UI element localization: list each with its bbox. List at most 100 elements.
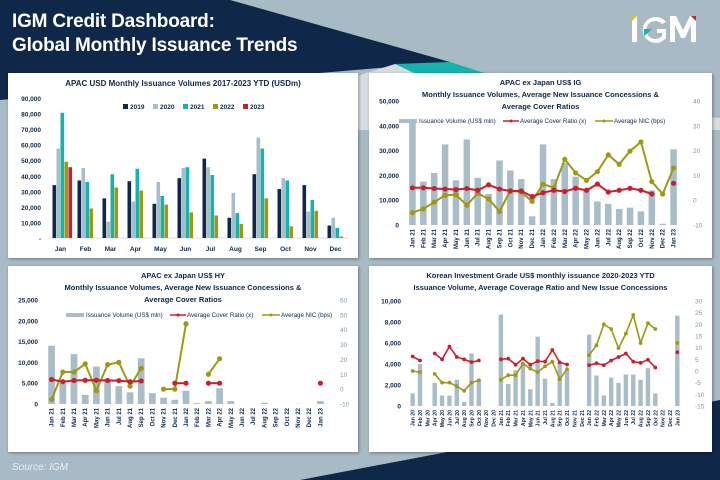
cover-ratio-point-Feb-21 <box>60 379 66 385</box>
x-tick-label: Oct 22 <box>653 410 659 426</box>
page-title-line1: IGM Credit Dashboard: <box>12 11 215 32</box>
y-tick-label: 0 <box>397 404 401 411</box>
nic-line <box>163 323 187 391</box>
bar-2019-Apr <box>127 181 132 238</box>
cover-ratio-point-Aug-22 <box>638 360 643 365</box>
legend-label-cover-ratio: Average Cover Ratio (x) <box>520 118 586 125</box>
x-tick-label: Jul 21 <box>117 407 123 425</box>
nic-point-Feb-22 <box>594 343 599 348</box>
nic-point-Jan-22 <box>540 181 546 187</box>
volume-bar-Jul-22 <box>605 203 612 225</box>
nic-point-Jun-22 <box>623 331 628 336</box>
chart-title: APAC ex Japan US$ IG <box>500 78 582 87</box>
nic-point-Jul-22 <box>631 313 636 317</box>
cover-ratio-point-Aug-21 <box>127 379 133 385</box>
volume-bar-May-22 <box>616 382 621 406</box>
cover-ratio-point-May-20 <box>440 357 444 362</box>
x-tick-label: Nov 20 <box>484 410 490 427</box>
y-tick-label: 80,000 <box>21 112 41 119</box>
legend-label-volume: Issuance Volume (US$ mln) <box>419 118 496 125</box>
cover-ratio-point-Jul-22 <box>631 359 636 364</box>
y2-tick-label: 0 <box>340 387 344 394</box>
cover-ratio-point-Sep-21 <box>496 186 503 192</box>
x-tick-label: Aug 21 <box>128 407 134 428</box>
nic-point-Dec-21 <box>529 198 535 205</box>
legend-label-nic: Average NIC (bps) <box>281 312 332 319</box>
bar-2022-Dec <box>339 236 344 238</box>
bar-2020-Aug <box>231 192 236 238</box>
y2-tick-label: 10 <box>340 372 348 379</box>
cover-ratio-point-Aug-22 <box>616 187 622 193</box>
bar-2023-Jan <box>68 167 73 238</box>
volume-bar-Mar-21 <box>513 370 518 406</box>
x-tick-label: Feb 20 <box>418 410 424 427</box>
y-tick-label: 20,000 <box>379 173 399 180</box>
volume-bar-Jul-21 <box>474 177 481 225</box>
cover-ratio-point-Aug-21 <box>486 182 492 188</box>
panel-apac-usd-volumes: APAC USD Monthly Issuance Volumes 2017-2… <box>8 73 358 258</box>
x-tick-label: Mar <box>105 246 117 253</box>
x-tick-label: Apr 20 <box>433 410 439 426</box>
nic-point-Dec-21 <box>172 386 178 392</box>
x-tick-label: Dec 21 <box>580 410 586 427</box>
nic-point-Oct-22 <box>653 327 658 331</box>
y2-tick-label: 40 <box>693 99 701 106</box>
chart-subtitle: Monthly Issuance Volumes, Average New Is… <box>65 283 302 292</box>
nic-point-May-22 <box>616 346 621 351</box>
cover-ratio-point-Jun-21 <box>105 377 111 384</box>
x-tick-label: Jul <box>206 246 216 253</box>
nic-point-Feb-21 <box>506 373 511 378</box>
volume-bar-Jul-21 <box>115 386 123 404</box>
y-tick-label: 6,000 <box>385 341 402 348</box>
volume-bar-Jan-22 <box>586 334 592 406</box>
bar-2021-Nov <box>310 199 315 238</box>
x-tick-label: Nov 22 <box>296 407 302 427</box>
x-tick-label: Oct 20 <box>477 410 483 426</box>
cover-ratio-point-Jul-20 <box>454 355 459 359</box>
x-tick-label: Feb 21 <box>61 407 67 427</box>
y-tick-label: - <box>39 236 41 243</box>
y-tick-label: 4,000 <box>385 362 402 369</box>
cover-ratio-point-Oct-22 <box>653 365 658 370</box>
chart-subtitle: Monthly Issuance Volumes, Average New Is… <box>422 90 659 99</box>
y2-tick-label: -15 <box>695 404 705 411</box>
x-tick-label: Oct 21 <box>150 407 156 426</box>
cover-ratio-line <box>588 352 656 369</box>
x-tick-label: Oct 21 <box>508 228 514 247</box>
nic-point-Feb-21 <box>60 369 66 375</box>
x-tick-label: Mar 21 <box>72 407 78 427</box>
volume-bar-Apr-21 <box>81 394 89 404</box>
x-tick-label: Mar 21 <box>514 410 520 427</box>
nic-point-Jan-22 <box>587 353 592 358</box>
y2-tick-label: 20 <box>693 148 701 155</box>
bar-2021-Jun <box>185 167 190 238</box>
nic-point-Sep-22 <box>627 148 633 154</box>
volume-bar-Feb-20 <box>417 364 423 406</box>
volume-bar-Aug-20 <box>461 401 467 406</box>
cover-ratio-point-Oct-21 <box>565 362 569 367</box>
nic-point-Nov-21 <box>161 386 167 392</box>
chart-svg: APAC ex Japan US$ HY Monthly Issuance Vol… <box>18 271 350 428</box>
cover-ratio-point-Aug-20 <box>462 357 467 362</box>
volume-bar-Feb-22 <box>550 179 558 225</box>
cover-ratio-point-Apr-21 <box>521 356 525 361</box>
x-tick-label: Jan 20 <box>411 410 417 426</box>
volume-bar-Aug-21 <box>550 402 555 406</box>
bar-2020-Feb <box>81 168 86 238</box>
x-tick-label: Oct 22 <box>285 407 291 426</box>
y-tick-label: 8,000 <box>385 320 402 327</box>
x-tick-label: Sep 21 <box>497 228 503 248</box>
y2-tick-label: 0 <box>693 198 697 205</box>
nic-point-Jan-23 <box>670 165 677 171</box>
nic-point-Mar-21 <box>513 373 518 378</box>
cover-ratio-point-Mar-21 <box>513 362 518 367</box>
legend-label-2023: 2023 <box>250 104 265 111</box>
nic-point-Aug-22 <box>638 341 643 345</box>
legend-swatch-2023 <box>243 104 248 109</box>
volume-bar-Feb-21 <box>59 383 67 404</box>
legend-label-nic: Average NIC (bps) <box>614 118 665 125</box>
x-tick-label: Dec 22 <box>307 407 313 427</box>
cover-ratio-point-Apr-22 <box>217 380 223 386</box>
x-tick-label: Oct <box>280 246 292 253</box>
legend-marker-nic <box>269 313 273 317</box>
